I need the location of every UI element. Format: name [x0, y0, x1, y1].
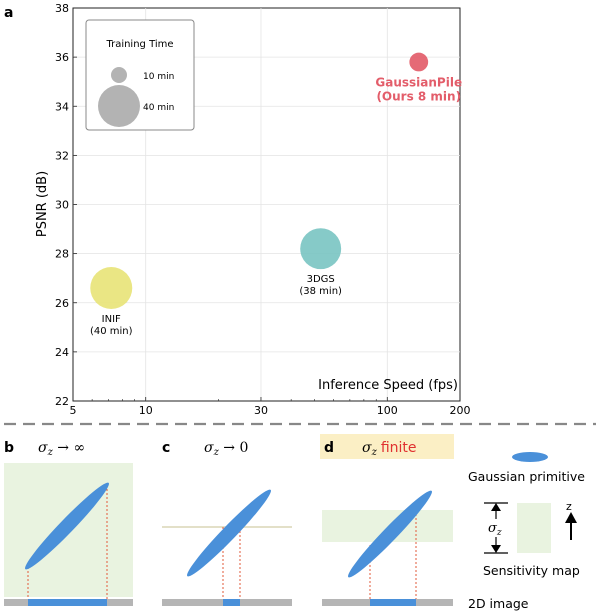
x-tick-label: 200	[450, 404, 471, 417]
y-tick-label: 34	[55, 100, 69, 113]
y-tick-label: 38	[55, 2, 69, 15]
y-axis-label: PSNR (dB)	[35, 171, 50, 237]
point-label: GaussianPile	[375, 75, 462, 89]
scatter-plot: 22 24 26 28 30 32 34 36 38 5 10 30 100 200 INIF(40 m…	[35, 2, 471, 417]
point-gaussianpile	[409, 52, 429, 72]
gaussian-legend-icon	[512, 452, 548, 462]
sigma-arrow-down-icon	[491, 545, 501, 553]
image-highlight-c	[223, 599, 240, 606]
sigma-arrow-up-icon	[491, 503, 501, 511]
legend-entry-large: 40 min	[143, 103, 174, 113]
y-tick-label: 30	[55, 199, 69, 212]
x-tick-label: 30	[254, 404, 268, 417]
sigma-label: σz	[488, 521, 502, 538]
y-tick-label: 28	[55, 248, 69, 261]
gaussian-primitive-d	[348, 490, 432, 578]
x-ticks: 5 10 30 100 200	[70, 397, 471, 417]
gaussian-primitive-c	[187, 489, 271, 577]
legend: Training Time 10 min 40 min	[85, 19, 195, 131]
gaussian-primitive-b	[25, 482, 109, 570]
z-arrow-icon	[565, 512, 577, 523]
y-tick-label: 22	[55, 395, 69, 408]
legend-marker-small	[111, 67, 127, 83]
y-tick-label: 24	[55, 346, 69, 359]
point-3dgs	[300, 228, 342, 270]
image-legend-label: 2D image	[468, 596, 529, 611]
data-points: INIF(40 min) 3DGS(38 min) GaussianPile(Our…	[90, 52, 462, 337]
x-tick-label: 5	[70, 404, 77, 417]
y-ticks: 22 24 26 28 30 32 34 36 38	[55, 2, 77, 408]
legend-marker-large	[98, 85, 140, 127]
image-highlight-d	[370, 599, 416, 606]
y-tick-label: 36	[55, 51, 69, 64]
grid	[73, 8, 460, 401]
x-tick-label: 10	[139, 404, 153, 417]
x-tick-label: 100	[377, 404, 398, 417]
diagram-b-title: σz → ∞	[38, 440, 85, 458]
legend-entry-small: 10 min	[143, 72, 174, 82]
y-tick-label: 32	[55, 149, 69, 162]
point-inif	[90, 267, 133, 310]
point-sublabel: (38 min)	[299, 286, 342, 297]
title-highlight-d	[320, 434, 454, 459]
panel-label-d: d	[324, 440, 334, 456]
image-highlight-b	[28, 599, 107, 606]
sensitivity-legend-label: Sensitivity map	[483, 563, 580, 578]
gaussian-legend-label: Gaussian primitive	[468, 469, 585, 484]
point-sublabel: (40 min)	[90, 326, 133, 337]
point-label: INIF	[102, 314, 121, 325]
point-sublabel: (Ours 8 min)	[376, 89, 461, 103]
x-axis-label: Inference Speed (fps)	[318, 378, 458, 393]
legend-title: Training Time	[105, 39, 173, 50]
diagram-d-title: σz finite	[362, 440, 417, 458]
point-label: 3DGS	[307, 274, 335, 285]
y-tick-label: 26	[55, 297, 69, 310]
panel-label-b: b	[4, 440, 14, 456]
z-axis-label: z	[566, 500, 572, 513]
sensitivity-legend-swatch	[517, 503, 551, 553]
panel-label-c: c	[162, 440, 170, 456]
diagram-c-title: σz → 0	[204, 440, 248, 458]
panel-label-a: a	[4, 5, 13, 21]
